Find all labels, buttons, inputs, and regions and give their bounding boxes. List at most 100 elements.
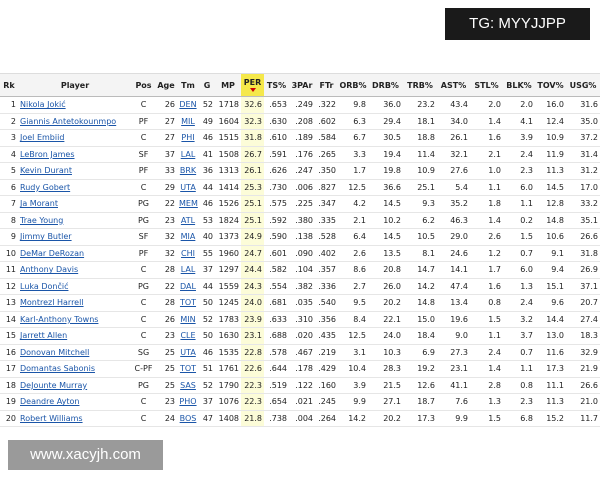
player-link[interactable]: Robert Williams [20, 413, 83, 423]
cell-text: 22.3 [244, 397, 262, 407]
cell-text: 27 [164, 133, 175, 143]
team-link[interactable]: BOS [179, 413, 197, 423]
cell: 0.8 [503, 377, 535, 394]
cell: 31.4 [566, 146, 600, 163]
team-link[interactable]: CHI [181, 248, 195, 258]
cell: 20.2 [368, 410, 403, 427]
cell: 14.8 [403, 294, 437, 312]
cell: 2.4 [470, 344, 503, 361]
player-link[interactable]: Jimmy Butler [20, 232, 72, 242]
cell: 1783 [215, 311, 241, 328]
cell: 1824 [215, 212, 241, 229]
column-header: STL% [470, 73, 503, 97]
player-link[interactable]: Trae Young [20, 215, 64, 225]
cell-text: 1.1 [520, 364, 533, 374]
cell: LeBron James [18, 146, 132, 163]
player-link[interactable]: Montrezl Harrell [20, 298, 84, 308]
cell: 19.2 [403, 360, 437, 378]
player-link[interactable]: Jarrett Allen [20, 331, 68, 341]
team-link[interactable]: UTA [180, 347, 196, 357]
cell: CHI [177, 245, 199, 262]
team-link[interactable]: TOT [179, 298, 197, 308]
player-link[interactable]: LeBron James [20, 149, 75, 159]
cell-text: 47 [202, 413, 213, 423]
cell: 35.2 [437, 195, 470, 213]
team-link[interactable]: LAL [180, 149, 196, 159]
team-link[interactable]: LAL [180, 265, 196, 275]
team-link[interactable]: DEN [179, 100, 197, 110]
team-link[interactable]: PHO [179, 397, 197, 407]
cell: 5 [0, 162, 18, 180]
cell: 11.4 [403, 146, 437, 163]
cell: .264 [315, 410, 338, 427]
player-link[interactable]: Giannis Antetokounmpo [20, 116, 117, 126]
cell-text: 9.0 [455, 331, 468, 341]
cell: 1.6 [470, 278, 503, 295]
cell: TOT [177, 360, 199, 378]
cell-text: 1515 [218, 133, 239, 143]
player-link[interactable]: Rudy Gobert [20, 182, 71, 192]
player-link[interactable]: DeJounte Murray [20, 380, 88, 390]
column-header: BLK% [503, 73, 535, 97]
player-link[interactable]: Domantas Sabonis [20, 364, 95, 374]
cell-text: 16.0 [546, 100, 564, 110]
cell-text: .176 [295, 149, 313, 159]
cell: .688 [264, 327, 289, 345]
cell: 1 [0, 96, 18, 114]
player-link[interactable]: Karl-Anthony Towns [20, 314, 99, 324]
cell-text: 50 [202, 298, 213, 308]
cell: 9.9 [338, 393, 368, 411]
cell: 28 [155, 294, 177, 312]
cell: Domantas Sabonis [18, 360, 132, 378]
cell-text: 11.7 [580, 413, 598, 423]
team-link[interactable]: BRK [179, 166, 197, 176]
player-link[interactable]: DeMar DeRozan [20, 248, 85, 258]
team-link[interactable]: CLE [180, 331, 196, 341]
cell: 6.7 [338, 129, 368, 147]
cell: .035 [289, 294, 315, 312]
cell: 32 [155, 228, 177, 246]
cell-text: 1.6 [488, 281, 501, 291]
cell: 21.9 [566, 360, 600, 378]
player-link[interactable]: Anthony Davis [20, 265, 79, 275]
cell: ATL [177, 212, 199, 229]
team-link[interactable]: MEM [179, 199, 198, 209]
cell: 2.4 [503, 294, 535, 312]
cell-text: 1.4 [488, 364, 501, 374]
team-link[interactable]: MIA [180, 232, 196, 242]
cell-text: .178 [295, 364, 313, 374]
player-link[interactable]: Luka Dončić [20, 281, 69, 291]
team-link[interactable]: DAL [180, 281, 196, 291]
cell-text: .350 [318, 166, 336, 176]
player-link[interactable]: Donovan Mitchell [20, 347, 90, 357]
team-link[interactable]: ATL [180, 215, 196, 225]
cell: 18.1 [403, 113, 437, 130]
team-link[interactable]: PHI [181, 133, 195, 143]
cell-text: 27 [164, 116, 175, 126]
player-link[interactable]: Nikola Jokić [20, 100, 66, 110]
cell-text: 7 [10, 199, 16, 209]
cell-text: 10.2 [383, 215, 401, 225]
team-link[interactable]: MIL [181, 116, 195, 126]
player-link[interactable]: Joel Embiid [20, 133, 65, 143]
cell-text: 28 [164, 298, 175, 308]
player-link[interactable]: Deandre Ayton [20, 397, 80, 407]
team-link[interactable]: UTA [180, 182, 196, 192]
cell: .633 [264, 311, 289, 328]
team-link[interactable]: SAS [180, 380, 196, 390]
cell: 29.4 [368, 113, 403, 130]
cell: 1604 [215, 113, 241, 130]
cell: 10.2 [368, 212, 403, 229]
cell-text: .402 [318, 248, 336, 258]
player-link[interactable]: Ja Morant [20, 199, 58, 209]
cell: C-PF [132, 360, 155, 378]
team-link[interactable]: TOT [179, 364, 197, 374]
cell-text: 12.5 [348, 182, 366, 192]
cell: .322 [315, 96, 338, 114]
cell-text: .225 [295, 199, 313, 209]
player-link[interactable]: Kevin Durant [20, 166, 72, 176]
team-link[interactable]: MIN [180, 314, 196, 324]
cell: .582 [264, 261, 289, 279]
cell: 35.0 [566, 113, 600, 130]
cell: 26.6 [566, 228, 600, 246]
